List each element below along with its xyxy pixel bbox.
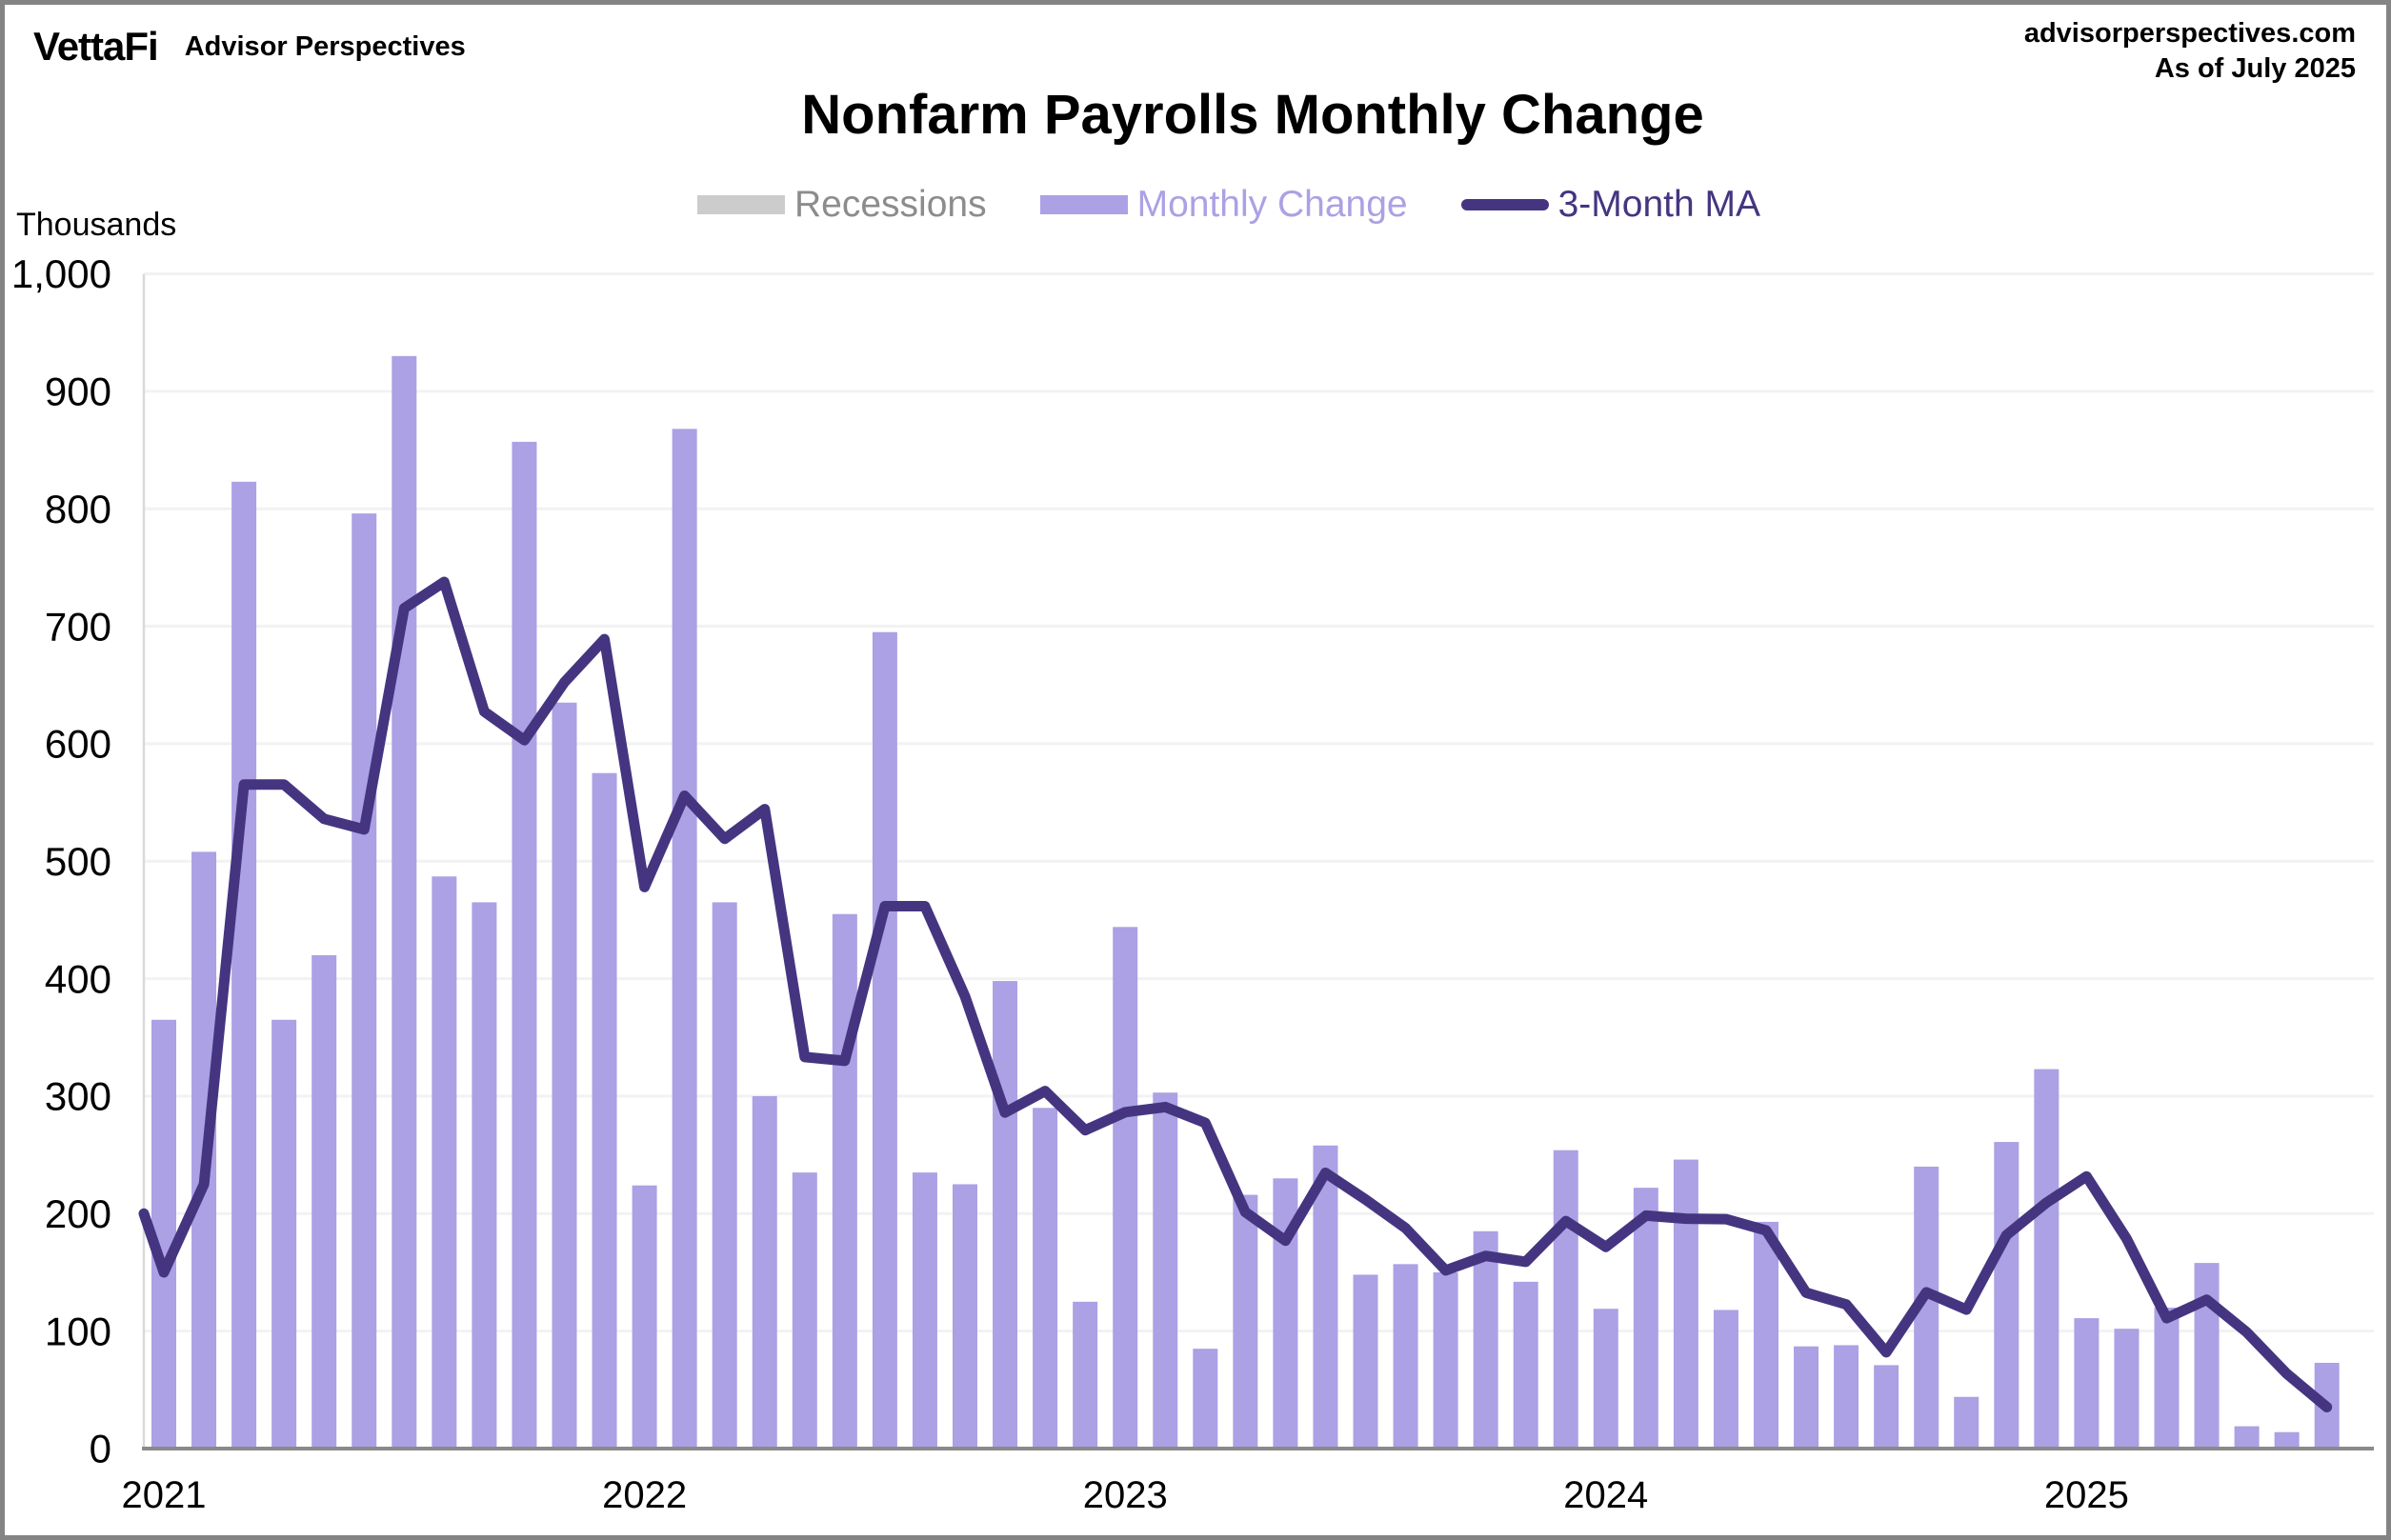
ma-line-swatch — [1460, 199, 1549, 210]
bar-Jun 2024 — [1794, 1346, 1819, 1449]
bar-Dec 2023 — [1553, 1150, 1578, 1449]
bar-Mar 2021 — [231, 481, 257, 1450]
bar-May 2025 — [2234, 1426, 2260, 1449]
recessions-swatch — [696, 195, 785, 214]
y-tick-label-900: 900 — [45, 370, 111, 414]
bar-Sep 2021 — [472, 902, 497, 1449]
bar-Oct 2024 — [1954, 1396, 1979, 1449]
bar-Apr 2025 — [2194, 1263, 2220, 1449]
bar-Nov 2022 — [1033, 1108, 1058, 1449]
bar-Apr 2021 — [271, 1019, 297, 1449]
bar-Jan 2025 — [2074, 1318, 2100, 1449]
legend-label-recessions: Recessions — [794, 184, 987, 225]
legend: Recessions Monthly Change 3-Month MA — [5, 184, 2386, 226]
bar-Oct 2021 — [512, 441, 537, 1449]
legend-label-3-month-ma: 3-Month MA — [1557, 184, 1760, 225]
legend-label-monthly-change: Monthly Change — [1136, 184, 1408, 225]
legend-item-recessions: Recessions — [696, 184, 987, 226]
bar-Mar 2025 — [2154, 1307, 2180, 1449]
bar-Jul 2023 — [1353, 1274, 1378, 1449]
bar-Jul 2021 — [392, 355, 417, 1450]
bar-Feb 2023 — [1153, 1092, 1178, 1449]
monthly-change-swatch — [1039, 195, 1128, 214]
bar-Dec 2022 — [1073, 1301, 1098, 1449]
y-tick-label-100: 100 — [45, 1309, 111, 1353]
bar-Sep 2023 — [1433, 1271, 1458, 1449]
bar-May 2022 — [792, 1172, 817, 1449]
bar-Nov 2024 — [1994, 1142, 2019, 1449]
bar-Jan 2024 — [1593, 1309, 1618, 1449]
bar-Aug 2024 — [1874, 1365, 1899, 1449]
y-tick-label-700: 700 — [45, 604, 111, 649]
legend-item-monthly-change: Monthly Change — [1039, 184, 1408, 226]
bar-Feb 2025 — [2114, 1329, 2140, 1449]
y-tick-label-800: 800 — [45, 487, 111, 531]
legend-item-3-month-ma: 3-Month MA — [1460, 184, 1760, 226]
bar-May 2024 — [1754, 1221, 1778, 1449]
source-attribution: advisorperspectives.com As of July 2025 — [2024, 16, 2356, 87]
bar-Aug 2022 — [912, 1172, 937, 1449]
payrolls-chart: 0 100 200 300 400 500 600 700 800 900 1,000 2021 202… — [11, 251, 2374, 1516]
bar-Sep 2022 — [953, 1184, 977, 1449]
bar-Nov 2021 — [552, 702, 577, 1449]
bar-Dec 2021 — [592, 772, 617, 1449]
y-tick-label-0: 0 — [90, 1427, 111, 1471]
bar-Aug 2021 — [432, 876, 457, 1449]
y-tick-label-300: 300 — [45, 1074, 111, 1119]
bar-Apr 2022 — [752, 1095, 777, 1449]
x-year-label-2025: 2025 — [2044, 1474, 2129, 1516]
bar-Jul 2022 — [872, 631, 897, 1449]
y-axis-units-label: Thousands — [16, 207, 177, 243]
y-tick-label-600: 600 — [45, 722, 111, 767]
chart-title: Nonfarm Payrolls Monthly Change — [801, 84, 1704, 146]
source-url: advisorperspectives.com — [2023, 18, 2356, 49]
bar-Feb 2022 — [672, 429, 697, 1449]
bar-Jul 2024 — [1834, 1345, 1859, 1449]
logo-subtitle: Advisor Perspectives — [184, 30, 466, 62]
bar-Jun 2022 — [832, 913, 857, 1449]
bar-Mar 2023 — [1193, 1349, 1218, 1449]
bar-Jun 2025 — [2274, 1431, 2300, 1449]
bar-Dec 2024 — [2034, 1069, 2059, 1449]
x-year-label-2024: 2024 — [1563, 1474, 1648, 1516]
x-year-label-2023: 2023 — [1083, 1474, 1168, 1516]
y-tick-label-500: 500 — [45, 839, 111, 884]
y-tick-label-400: 400 — [45, 956, 111, 1001]
vettafi-logo-text: VettaFi — [33, 24, 159, 69]
bar-Oct 2022 — [993, 981, 1018, 1449]
bar-Jun 2021 — [352, 513, 377, 1449]
y-tick-label-1,000: 1,000 — [11, 251, 111, 296]
bar-Apr 2023 — [1233, 1194, 1258, 1449]
x-year-label-2022: 2022 — [602, 1474, 687, 1516]
bar-Mar 2024 — [1673, 1159, 1698, 1449]
bar-Nov 2023 — [1513, 1281, 1538, 1449]
bar-Apr 2024 — [1713, 1310, 1738, 1449]
x-year-label-2021: 2021 — [122, 1474, 207, 1516]
bar-Aug 2023 — [1393, 1264, 1418, 1449]
bar-Mar 2022 — [712, 902, 737, 1449]
bar-Jan 2022 — [632, 1185, 657, 1449]
bar-Jan 2023 — [1113, 927, 1138, 1449]
three-month-ma-line — [138, 576, 2333, 1412]
as-of-date: As of July 2025 — [2154, 53, 2356, 84]
y-tick-label-200: 200 — [45, 1191, 111, 1236]
bar-Feb 2024 — [1633, 1188, 1658, 1449]
bar-May 2021 — [311, 954, 337, 1449]
vettafi-logo: VettaFi Advisor Perspectives — [33, 24, 466, 70]
bar-Oct 2023 — [1473, 1230, 1498, 1449]
